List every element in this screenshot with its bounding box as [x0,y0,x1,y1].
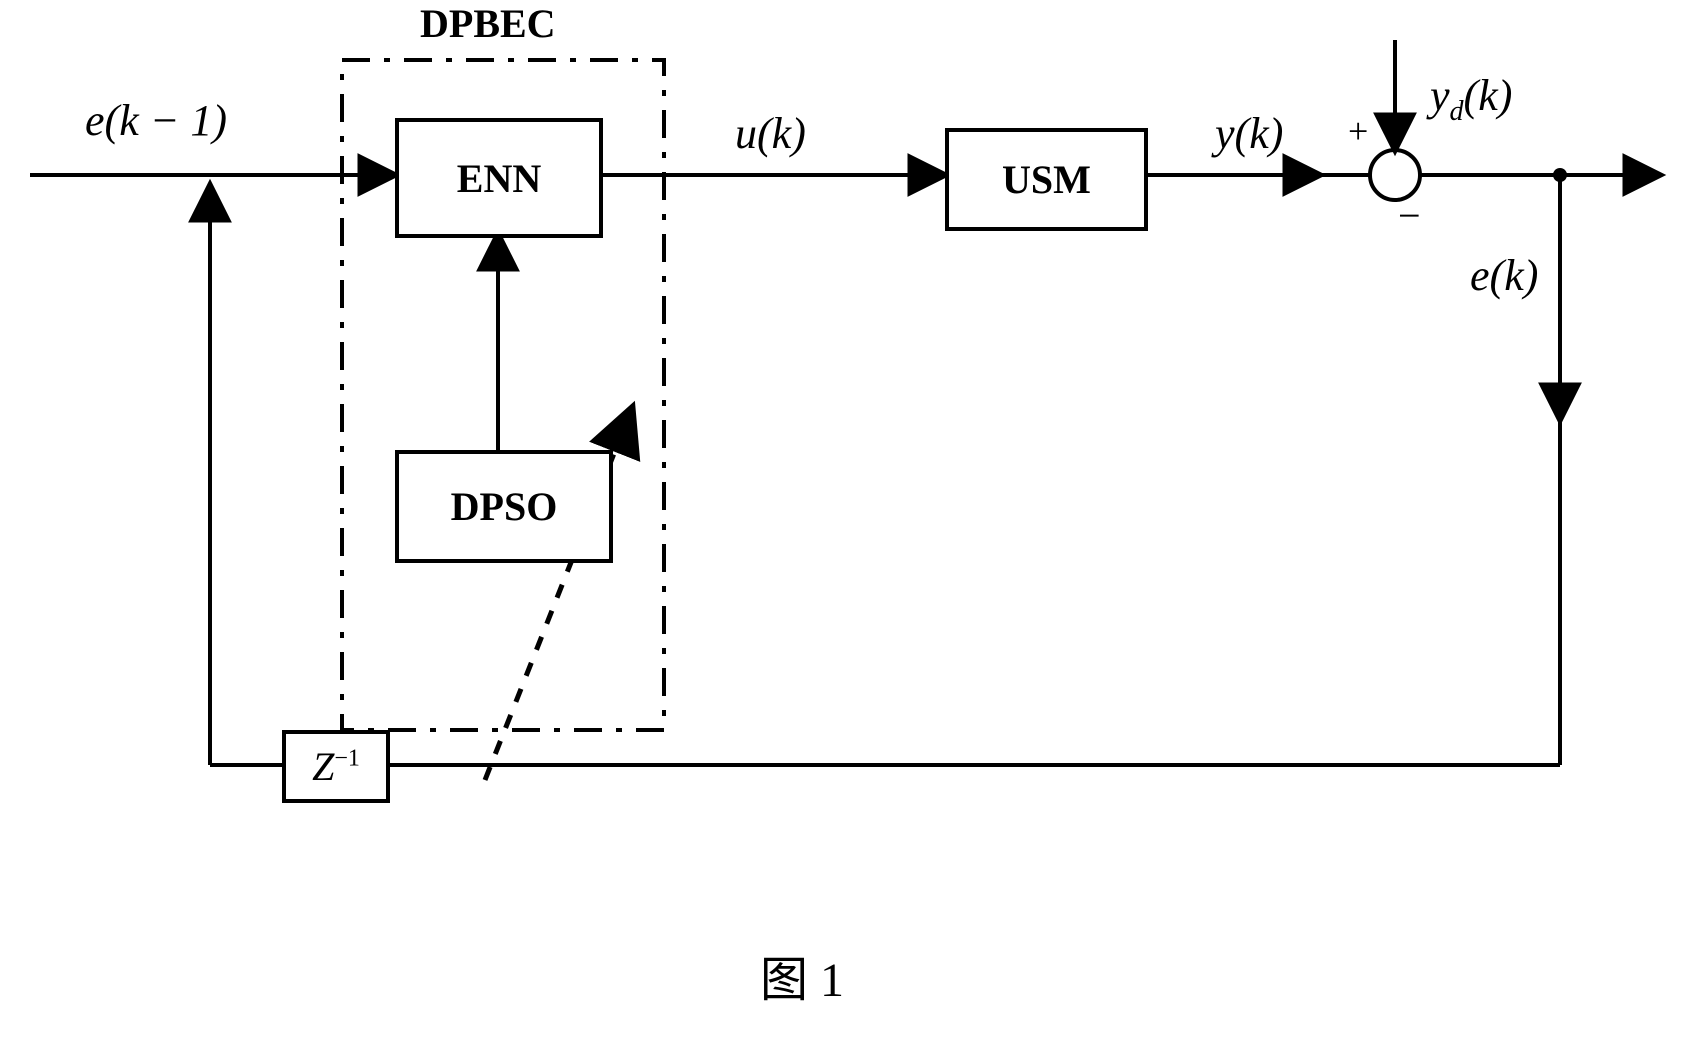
label-u-k: u(k) [735,108,806,159]
label-yd-k: yd(k) [1430,70,1512,128]
label-e-k: e(k) [1470,250,1538,301]
diagram-svg [0,0,1687,1041]
diagram-canvas: DPBEC ENN DPSO USM Z−1 e(k − 1) u(k) y(k… [0,0,1687,1041]
z-delay-block: Z−1 [282,730,390,803]
usm-label: USM [1002,156,1091,203]
z-label: Z [312,744,334,789]
label-e-km1: e(k − 1) [85,95,227,146]
label-minus: − [1398,192,1421,239]
enn-block: ENN [395,118,603,238]
z-exp: −1 [334,746,360,772]
figure-caption: 图 1 [760,940,844,1010]
label-y-k: y(k) [1215,108,1283,159]
enn-label: ENN [457,155,541,202]
dpbec-title: DPBEC [420,0,556,47]
dpso-block: DPSO [395,450,613,563]
label-plus: + [1348,110,1368,152]
usm-block: USM [945,128,1148,231]
dpso-label: DPSO [451,483,558,530]
